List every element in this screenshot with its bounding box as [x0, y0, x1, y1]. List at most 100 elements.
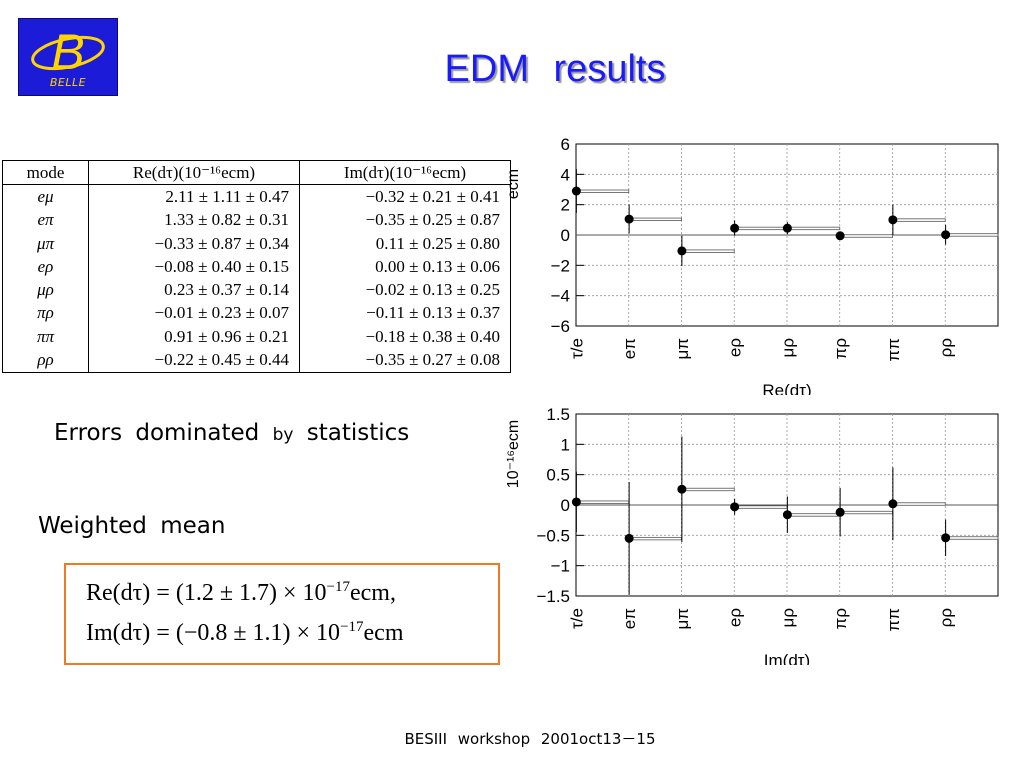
y-tick-label: −1: [551, 557, 570, 576]
y-tick-label: 2: [561, 196, 570, 215]
y-tick-label: 0: [561, 496, 570, 515]
data-point: [782, 223, 792, 233]
weighted-mean-im-lhs: Im(dτ) = (−0.8 ± 1.1) × 10: [86, 620, 341, 646]
mean-band: [786, 513, 841, 517]
data-point: [624, 533, 634, 543]
cell-re: 0.23 ± 0.37 ± 0.14: [88, 278, 300, 302]
cell-re: 1.33 ± 0.82 ± 0.31: [88, 208, 300, 232]
data-point: [730, 502, 740, 512]
table-row: eρ −0.08 ± 0.40 ± 0.15 0.00 ± 0.13 ± 0.06: [2, 255, 511, 279]
y-tick-label: −0.5: [536, 526, 570, 545]
re-dtau-chart: 6 4 2 0 −2 −4 −6 τ/e eπ μπ eρ μρ πρ ππ ρρ Re(dτ) ecm: [505, 135, 999, 395]
mean-band: [944, 536, 999, 540]
weighted-mean-im-unit: ecm: [363, 620, 404, 646]
belle-logo: B BELLE: [18, 18, 118, 96]
table-row: eπ 1.33 ± 0.82 ± 0.31 −0.35 ± 0.25 ± 0.87: [2, 208, 511, 232]
y-tick-label: −2: [551, 256, 570, 275]
x-axis-label: Re(dτ): [762, 381, 811, 395]
cell-mode: ρρ: [2, 348, 89, 373]
y-tick-label: −6: [551, 317, 570, 336]
y-tick-label: −1.5: [536, 587, 570, 606]
table-row: μρ 0.23 ± 0.37 ± 0.14 −0.02 ± 0.13 ± 0.25: [2, 278, 511, 302]
header-mode: mode: [2, 159, 89, 186]
cell-re: −0.33 ± 0.87 ± 0.34: [88, 231, 300, 256]
cell-im: −0.35 ± 0.27 ± 0.08: [299, 348, 511, 373]
data-point: [888, 215, 898, 225]
mean-band: [839, 234, 893, 238]
x-tick-label: ρρ: [937, 608, 956, 627]
y-tick-label: 0: [561, 226, 570, 245]
y-tick-label: 0.5: [546, 466, 570, 485]
weighted-mean-re-exp: −17: [326, 579, 350, 595]
x-tick-label: eπ: [620, 338, 639, 359]
cell-im: −0.02 ± 0.13 ± 0.25: [299, 278, 511, 302]
mean-band: [681, 249, 735, 253]
data-point: [941, 533, 951, 543]
cell-re: −0.22 ± 0.45 ± 0.44: [88, 348, 300, 373]
x-tick-label: eπ: [620, 608, 639, 629]
mean-band: [733, 226, 788, 231]
y-axis-label: ecm: [505, 169, 522, 199]
x-tick-label: τ/e: [567, 608, 586, 629]
table-row: μπ −0.33 ± 0.87 ± 0.34 0.11 ± 0.25 ± 0.80: [2, 231, 511, 256]
errors-note-by: by: [272, 425, 294, 445]
cell-re: −0.01 ± 0.23 ± 0.07: [88, 301, 300, 326]
cell-im: 0.00 ± 0.13 ± 0.06: [299, 255, 511, 279]
data-point: [730, 223, 740, 233]
x-tick-label: μπ: [673, 338, 692, 360]
y-tick-label: 1.5: [546, 405, 570, 424]
logo-glyph: B: [51, 24, 84, 80]
logo-text: BELLE: [49, 76, 87, 89]
x-tick-label: ππ: [884, 338, 903, 361]
mean-band: [839, 510, 893, 515]
cell-mode: eρ: [2, 255, 89, 279]
mean-band: [892, 502, 946, 506]
data-point: [782, 510, 792, 520]
mean-band: [786, 226, 841, 231]
x-tick-label: eρ: [726, 608, 745, 627]
slide-title: EDM results: [444, 48, 666, 90]
mean-band: [575, 189, 630, 193]
table-row: πρ −0.01 ± 0.23 ± 0.07 −0.11 ± 0.13 ± 0.37: [2, 301, 511, 326]
mean-band: [733, 505, 788, 509]
x-axis-label: Im(dτ): [764, 651, 810, 665]
cell-re: 0.91 ± 0.96 ± 0.21: [88, 325, 300, 349]
weighted-mean-im-exp: −17: [340, 619, 364, 635]
mean-band: [944, 233, 999, 237]
mean-band: [892, 218, 946, 222]
mean-band: [628, 217, 682, 221]
y-tick-label: 1: [561, 435, 570, 454]
y-tick-label: −4: [551, 287, 570, 306]
data-point: [888, 499, 898, 509]
errors-note: Errors dominated by statistics: [54, 420, 409, 446]
cell-im: 0.11 ± 0.25 ± 0.80: [299, 231, 511, 256]
weighted-mean-re-unit: ecm,: [349, 580, 396, 606]
x-tick-label: τ/e: [567, 338, 586, 359]
x-tick-label: ρρ: [937, 338, 956, 357]
table-header-row: mode Re(dτ)(10⁻¹⁶ecm) Im(dτ)(10⁻¹⁶ecm): [2, 159, 511, 186]
x-tick-label: μπ: [673, 608, 692, 630]
header-im: Im(dτ)(10⁻¹⁶ecm): [299, 159, 511, 186]
cell-mode: eπ: [2, 208, 89, 232]
header-re: Re(dτ)(10⁻¹⁶ecm): [88, 159, 300, 186]
y-axis-label: 10⁻¹⁶ecm: [505, 420, 522, 488]
x-tick-label: πρ: [831, 608, 850, 629]
table-row: eμ 2.11 ± 1.11 ± 0.47 −0.32 ± 0.21 ± 0.41: [2, 184, 511, 209]
x-tick-label: πρ: [831, 338, 850, 359]
table-row: ππ 0.91 ± 0.96 ± 0.21 −0.18 ± 0.38 ± 0.40: [2, 325, 511, 349]
im-dtau-chart: 1.5 1 0.5 0 −0.5 −1 −1.5 τ/e eπ μπ eρ μρ πρ ππ ρρ Im(dτ…: [505, 405, 999, 665]
data-point: [941, 230, 951, 240]
y-tick-label: 4: [561, 165, 570, 184]
footer: BESIII workshop 2001oct13－15: [404, 730, 656, 748]
data-point: [677, 246, 687, 256]
cell-re: −0.08 ± 0.40 ± 0.15: [88, 255, 300, 279]
cell-mode: μπ: [2, 231, 89, 256]
cell-mode: πρ: [2, 301, 89, 326]
cell-re: 2.11 ± 1.11 ± 0.47: [88, 184, 300, 209]
weighted-mean-re: Re(dτ) = (1.2 ± 1.7) × 10−17ecm,: [86, 579, 396, 607]
data-point: [835, 507, 845, 517]
cell-im: −0.35 ± 0.25 ± 0.87: [299, 208, 511, 232]
data-point: [835, 231, 845, 241]
cell-im: −0.32 ± 0.21 ± 0.41: [299, 184, 511, 209]
cell-mode: μρ: [2, 278, 89, 302]
